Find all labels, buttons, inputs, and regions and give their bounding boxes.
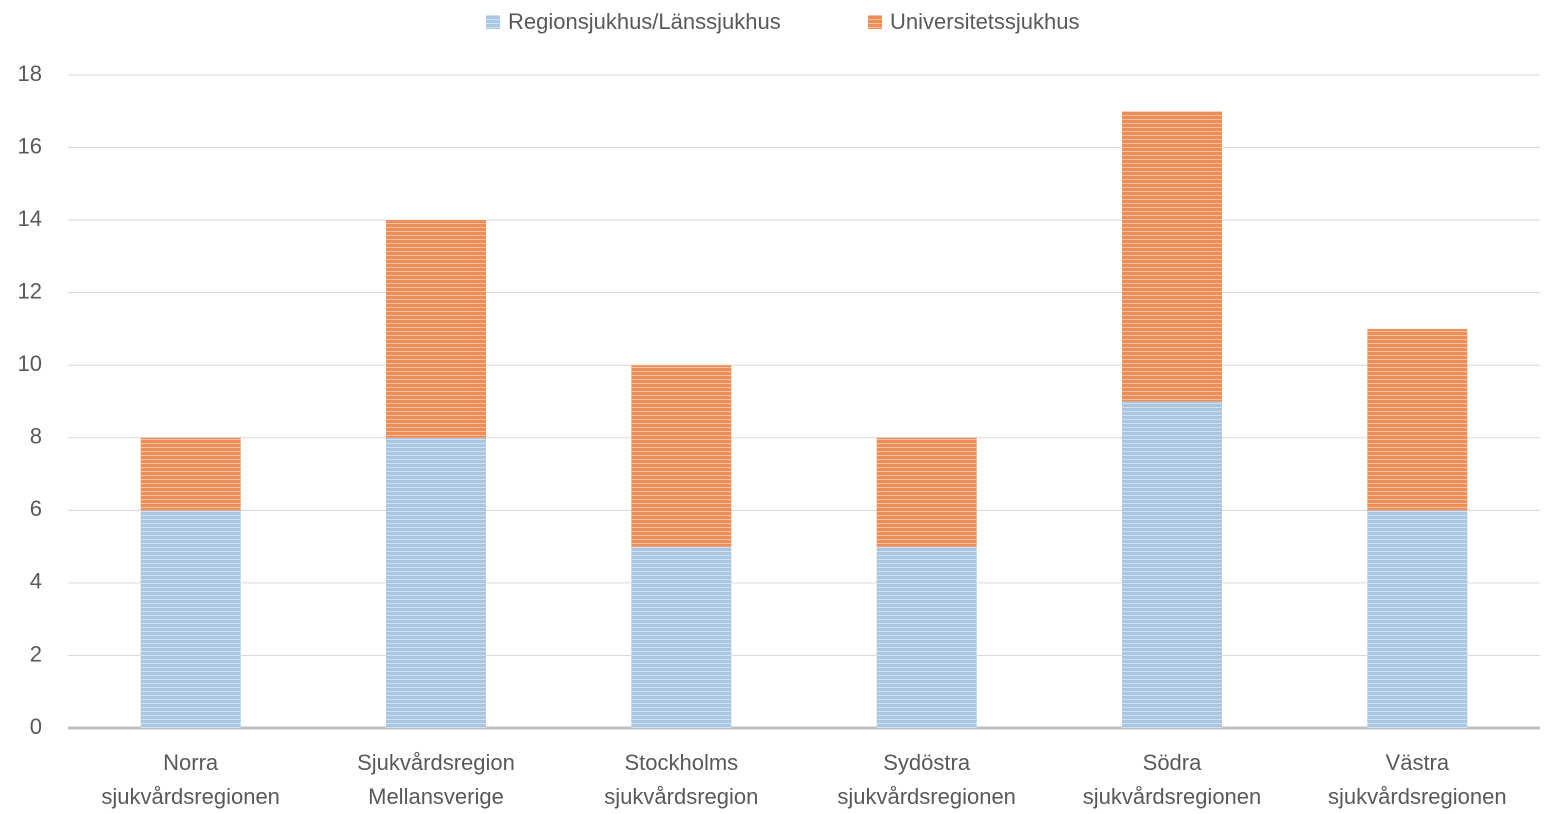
bar-segment <box>1367 328 1468 511</box>
x-tick-label: Södra sjukvårdsregionen <box>1082 750 1262 809</box>
x-tick-label: Norra sjukvårdsregionen <box>101 750 280 809</box>
legend-label: Regionsjukhus/Länssjukhus <box>508 9 781 34</box>
y-tick-label: 16 <box>18 133 42 158</box>
x-tick-label: Stockholms sjukvårdsregion <box>604 750 759 809</box>
y-tick-label: 18 <box>18 61 42 86</box>
bar-segment <box>386 437 486 728</box>
legend-swatch <box>868 15 882 29</box>
bar-segment <box>876 437 977 547</box>
y-tick-label: 6 <box>30 496 42 521</box>
bar-segment <box>386 220 486 438</box>
x-tick-label: Västra sjukvårdsregionen <box>1328 750 1507 809</box>
bar-segment <box>1122 401 1222 728</box>
x-tick-label: Sjukvårdsregion Mellansverige <box>357 750 515 809</box>
bar-segment <box>140 510 241 728</box>
y-tick-label: 10 <box>18 351 42 376</box>
bar-segment <box>631 546 732 728</box>
y-tick-label: 4 <box>30 569 42 594</box>
y-tick-label: 14 <box>18 206 42 231</box>
x-tick-label: Sydöstra sjukvårdsregionen <box>837 750 1016 809</box>
y-tick-label: 12 <box>18 278 42 303</box>
y-tick-label: 0 <box>30 714 42 739</box>
y-tick-label: 2 <box>30 641 42 666</box>
bar-segment <box>876 546 977 728</box>
bar-segment <box>631 365 732 547</box>
y-tick-label: 8 <box>30 424 42 449</box>
bar-segment <box>140 437 241 511</box>
legend-swatch <box>486 15 500 29</box>
legend-label: Universitetssjukhus <box>890 9 1080 34</box>
bar-segment <box>1367 510 1468 728</box>
bar-segment <box>1122 111 1222 402</box>
